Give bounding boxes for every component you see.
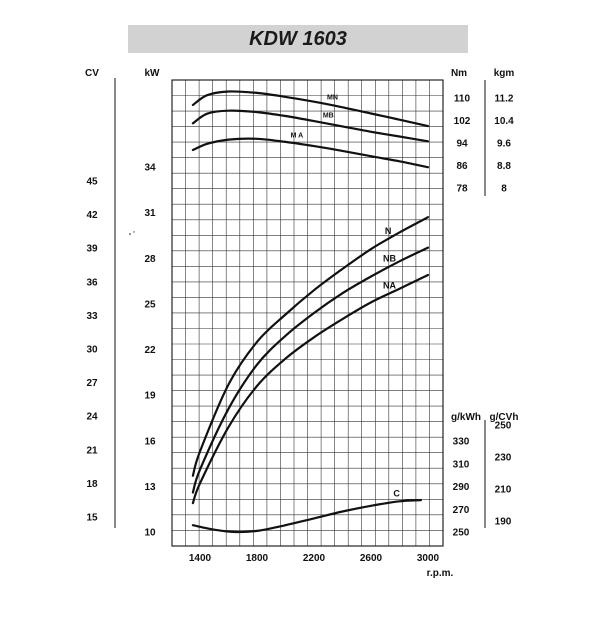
cv-tick-label: 15 [86,513,98,524]
nm-tick-label: 110 [454,94,471,105]
speck [133,231,135,233]
kw-unit-label: kW [145,68,161,79]
nm-tick-label: 78 [456,184,468,195]
cv-tick-label: 33 [86,311,98,322]
cv-tick-label: 42 [86,210,98,221]
x-tick-label: 2600 [360,553,383,564]
x-tick-label: 1800 [246,553,269,564]
cv-tick-label: 21 [86,445,98,456]
cv-tick-label: 39 [86,244,98,255]
kgm-tick-label: 9.6 [497,139,511,150]
cv-tick-label: 27 [86,378,98,389]
nm-tick-label: 94 [456,139,468,150]
nm-tick-label: 102 [454,116,471,127]
plot-frame [171,79,444,547]
curve-nb [191,246,430,494]
kgm-tick-label: 8.8 [497,161,511,172]
kgm-tick-label: 10.4 [494,116,514,127]
gcvh-tick-label: 250 [495,421,512,432]
kw-tick-label: 13 [144,482,156,493]
x-tick-label: 2200 [303,553,326,564]
curve-label-c: C [393,489,400,499]
kw-tick-label: 31 [144,208,156,219]
curve-ma [191,137,430,169]
curve-label-na: NA [383,281,396,291]
kw-tick-label: 10 [144,528,156,539]
nm-tick-label: 86 [456,161,468,172]
kw-tick-label: 28 [144,254,156,265]
curve-na [191,273,430,505]
kw-tick-label: 19 [144,391,156,402]
x-axis-label: r.p.m. [427,568,454,579]
cv-tick-label: 24 [86,412,98,423]
curve-n [191,216,430,477]
x-tick-label: 1400 [189,553,212,564]
kgm-unit-label: kgm [494,68,515,79]
gcvh-unit-label: g/CVh [490,412,519,423]
cv-tick-label: 45 [86,177,98,188]
grid [171,79,444,547]
cv-tick-label: 18 [86,479,98,490]
curve-c [191,499,422,534]
nm-unit-label: Nm [451,68,467,79]
curve-label-mn: MN [327,94,338,101]
curve-label-nb: NB [383,254,396,264]
gkwh-tick-label: 290 [453,482,470,493]
x-tick-label: 3000 [417,553,440,564]
kgm-tick-label: 11.2 [495,94,514,105]
gkwh-tick-label: 270 [453,505,470,516]
gcvh-tick-label: 210 [495,485,512,496]
title-bar: KDW 1603 [128,25,468,53]
curve-mb [191,109,430,143]
kw-tick-label: 22 [144,345,156,356]
curve-label-ma: M A [291,133,304,140]
gcvh-tick-label: 190 [495,517,512,528]
axes [114,78,486,528]
gkwh-tick-label: 250 [453,528,470,539]
gcvh-tick-label: 230 [495,453,512,464]
gkwh-tick-label: 330 [453,437,470,448]
kw-tick-label: 34 [144,163,156,174]
curve-mn [191,90,430,128]
curves [191,90,430,534]
curve-label-mb: MB [323,113,334,120]
speck [129,233,131,235]
cv-unit-label: CV [85,68,99,79]
kw-tick-label: 25 [144,299,156,310]
chart-title: KDW 1603 [249,28,347,50]
curve-label-n: N [385,226,392,236]
kgm-tick-label: 8 [501,184,507,195]
kw-tick-label: 16 [144,436,156,447]
cv-tick-label: 30 [86,345,98,356]
gkwh-unit-label: g/kWh [451,412,481,423]
cv-tick-label: 36 [86,277,98,288]
gkwh-tick-label: 310 [453,459,470,470]
labels: CV kW Nm kgm g/kWh g/CVh 15 18 21 24 27 30 33 36 39 42 4… [85,68,518,579]
